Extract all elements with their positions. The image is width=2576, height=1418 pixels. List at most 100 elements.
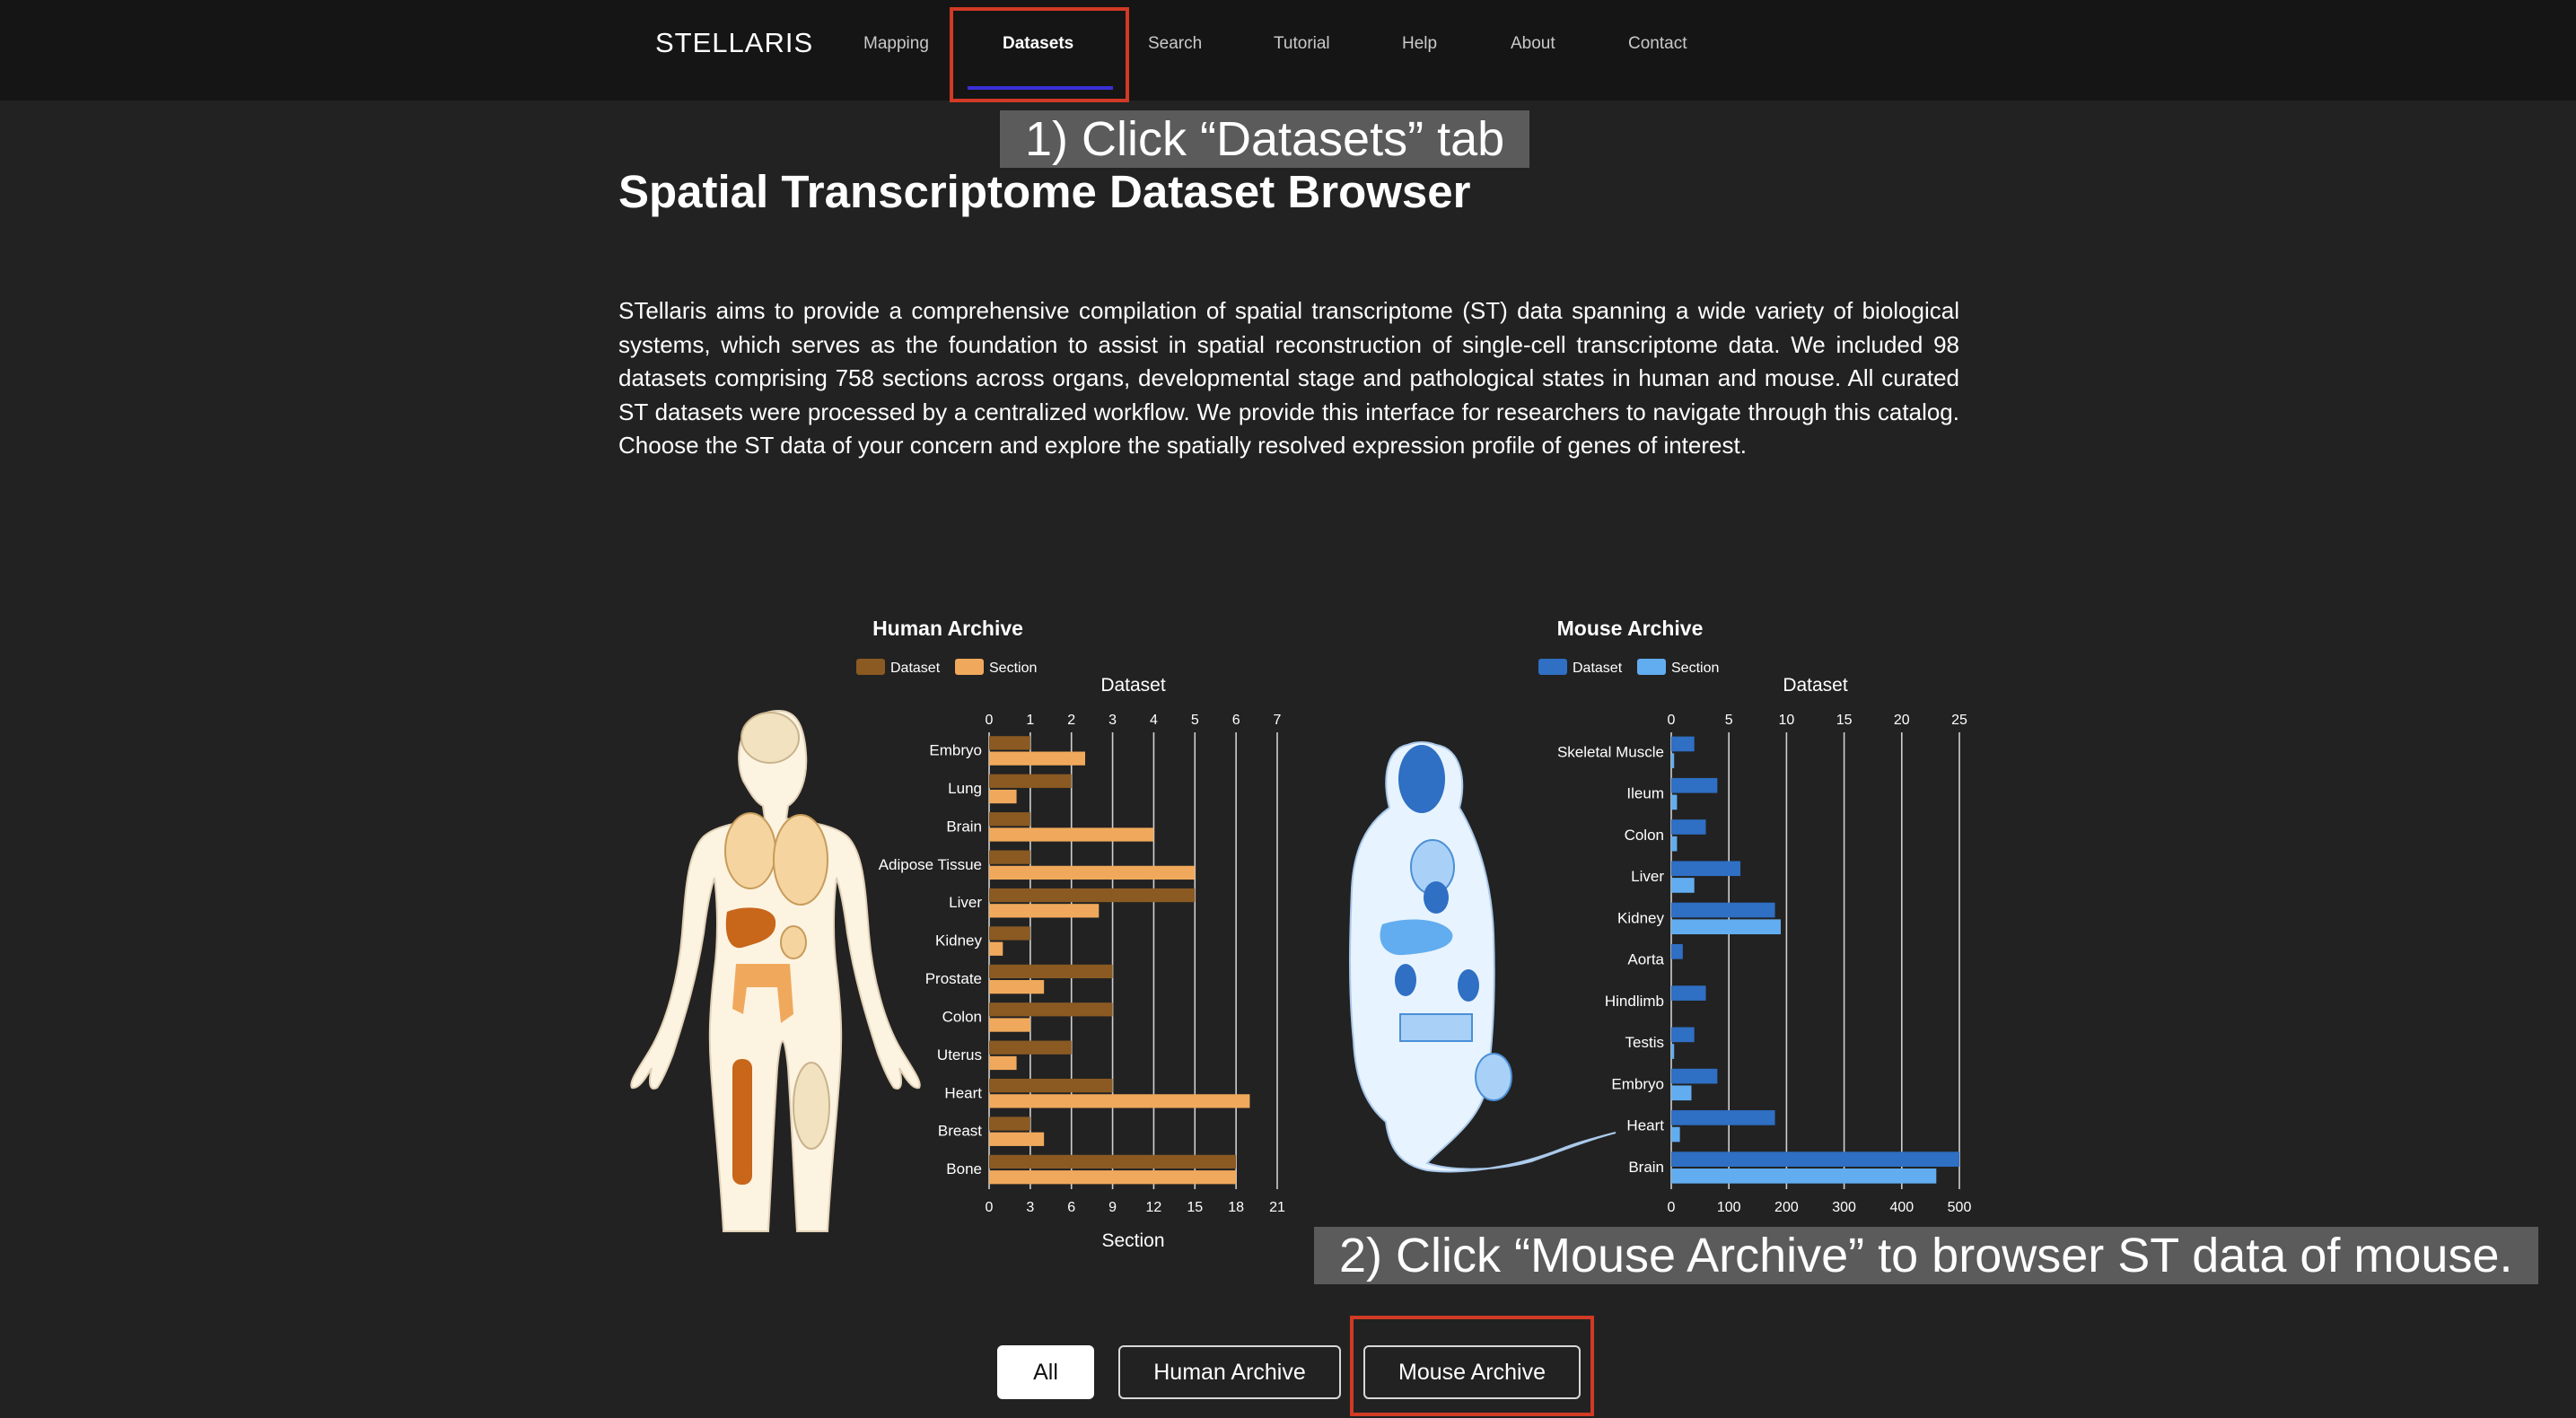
top-tick-label: 1 <box>1026 713 1034 728</box>
top-tick-label: 7 <box>1274 713 1282 728</box>
kidney-organ <box>780 925 807 959</box>
filter-human-archive-button[interactable]: Human Archive <box>1118 1345 1341 1399</box>
mouse-archive-chart: Mouse Archive Dataset Section Dataset 0 5 10 15… <box>1538 617 1971 1215</box>
bottom-tick-label: 6 <box>1067 1200 1075 1215</box>
bar-dataset <box>989 850 1030 864</box>
filter-all-button[interactable]: All <box>997 1345 1094 1399</box>
top-tick-label: 0 <box>986 713 994 728</box>
top-tick-label: 20 <box>1894 713 1910 728</box>
legend-swatch-section <box>955 659 984 675</box>
category-label: Prostate <box>925 970 982 987</box>
chart-title: Mouse Archive <box>1557 617 1704 640</box>
nav-tab-contact[interactable]: Contact <box>1628 34 1687 53</box>
right-lung-organ <box>773 814 828 906</box>
bottom-tick-label: 15 <box>1187 1200 1203 1215</box>
bar-section <box>989 827 1154 842</box>
bar-section <box>1671 1169 1937 1184</box>
brain-organ <box>740 712 800 764</box>
top-tick-label: 4 <box>1150 713 1158 728</box>
bottom-tick-label: 3 <box>1026 1200 1034 1215</box>
bar-section <box>989 904 1100 918</box>
category-label: Adipose Tissue <box>879 856 982 873</box>
bar-dataset <box>1671 1110 1775 1125</box>
bar-dataset <box>1671 819 1706 835</box>
bottom-tick-label: 12 <box>1146 1200 1162 1215</box>
legend-label-dataset: Dataset <box>1573 661 1623 676</box>
bottom-tick-label: 18 <box>1228 1200 1244 1215</box>
nav-tab-datasets[interactable]: Datasets <box>1003 34 1074 53</box>
category-label: Embryo <box>929 742 982 759</box>
bar-section <box>989 1018 1030 1032</box>
brand-logo[interactable]: STELLARIS <box>655 27 814 58</box>
mouse-kidney-right <box>1458 969 1479 1002</box>
bar-dataset <box>989 774 1072 788</box>
legend-swatch-dataset <box>856 659 885 675</box>
bar-section <box>1671 1085 1692 1101</box>
liver-organ <box>725 907 776 949</box>
bar-section <box>989 1132 1045 1146</box>
bar-section <box>989 865 1196 880</box>
mouse-anatomy-illustration[interactable] <box>1349 741 1617 1173</box>
bar-section <box>1671 836 1678 852</box>
top-navbar: STELLARIS Mapping Datasets Search Tutori… <box>0 0 2576 101</box>
instruction-callout-step2: 2) Click “Mouse Archive” to browser ST d… <box>1314 1227 2538 1284</box>
nav-tab-help[interactable]: Help <box>1402 34 1438 53</box>
bottom-tick-label: 400 <box>1889 1200 1914 1215</box>
bar-section <box>989 941 1003 956</box>
nav-tab-mapping[interactable]: Mapping <box>863 34 929 53</box>
bar-section <box>1671 1126 1680 1142</box>
top-tick-label: 5 <box>1191 713 1199 728</box>
nav-tab-tutorial[interactable]: Tutorial <box>1274 34 1330 53</box>
bar-section <box>989 1170 1237 1185</box>
nav-tab-about[interactable]: About <box>1511 34 1555 53</box>
bar-section <box>1671 794 1678 810</box>
bar-dataset <box>989 1078 1113 1093</box>
bar-section <box>1671 878 1695 893</box>
category-label: Bone <box>946 1160 982 1177</box>
mouse-ileum-organ <box>1399 1013 1473 1042</box>
top-tick-label: 2 <box>1067 713 1075 728</box>
bar-dataset <box>1671 777 1718 793</box>
bar-dataset <box>1671 861 1741 877</box>
legend-label-section: Section <box>989 661 1037 676</box>
bar-dataset <box>1671 736 1695 752</box>
category-label: Colon <box>1625 827 1664 844</box>
top-tick-label: 3 <box>1108 713 1117 728</box>
filter-mouse-archive-button[interactable]: Mouse Archive <box>1363 1345 1581 1399</box>
mouse-kidney-left <box>1395 964 1416 996</box>
bar-dataset <box>989 1002 1113 1017</box>
human-anatomy-illustration[interactable] <box>630 709 921 1232</box>
bar-dataset <box>1671 1068 1718 1084</box>
nav-tab-search[interactable]: Search <box>1148 34 1203 53</box>
mouse-hindlimb-organ <box>1475 1053 1512 1101</box>
bar-section <box>1671 919 1781 935</box>
category-label: Brain <box>1628 1159 1664 1176</box>
colon-organ <box>732 964 793 1023</box>
category-label: Kidney <box>935 932 982 950</box>
bar-dataset <box>1671 902 1775 918</box>
bar-dataset <box>1671 1027 1695 1043</box>
annotation-highlight-mouse-archive <box>1350 1316 1594 1416</box>
bar-dataset <box>989 926 1030 941</box>
annotation-highlight-datasets <box>950 7 1129 102</box>
bar-section <box>1671 1044 1675 1059</box>
bar-dataset <box>1671 943 1683 959</box>
bottom-tick-label: 300 <box>1832 1200 1856 1215</box>
mouse-liver-organ <box>1380 919 1453 956</box>
category-label: Heart <box>944 1084 982 1101</box>
top-tick-label: 10 <box>1779 713 1795 728</box>
top-tick-label: 15 <box>1836 713 1853 728</box>
chart-title: Human Archive <box>872 617 1023 640</box>
left-lung-organ <box>724 812 776 889</box>
bar-dataset <box>989 1040 1072 1055</box>
thigh-muscle <box>793 1062 830 1150</box>
bar-dataset <box>1671 1151 1959 1168</box>
bottom-tick-label: 9 <box>1108 1200 1117 1215</box>
bottom-tick-label: 0 <box>1668 1200 1676 1215</box>
bar-dataset <box>989 736 1030 750</box>
category-label: Breast <box>938 1123 982 1140</box>
top-axis-label: Dataset <box>1100 675 1166 696</box>
category-label: Uterus <box>937 1046 982 1064</box>
category-label: Embryo <box>1611 1075 1664 1092</box>
